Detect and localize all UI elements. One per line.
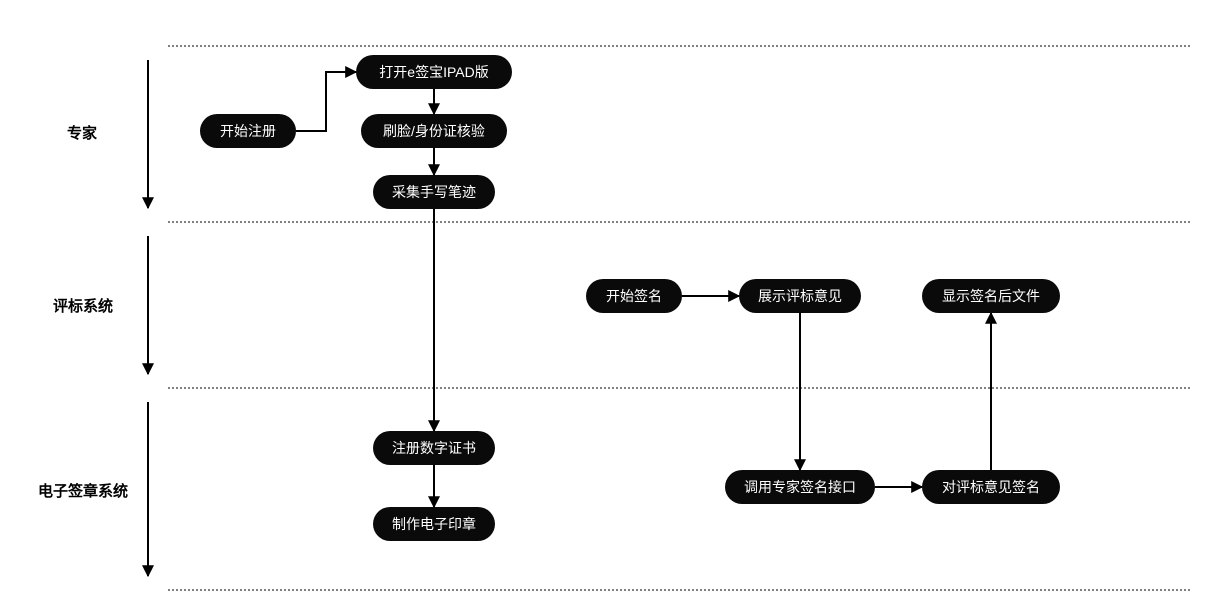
node-label: 调用专家签名接口: [744, 477, 856, 497]
lane-label-text: 电子签章系统: [38, 483, 128, 500]
node-n-reg-cert: 注册数字证书: [373, 431, 495, 465]
node-label: 显示签名后文件: [942, 286, 1040, 306]
node-n-start-reg: 开始注册: [200, 114, 296, 148]
lane-label-text: 专家: [67, 125, 97, 142]
node-n-call-api: 调用专家签名接口: [725, 470, 875, 504]
node-n-make-seal: 制作电子印章: [373, 507, 495, 541]
lane-label-text: 评标系统: [53, 298, 113, 315]
edge-e-startreg-ipad: [296, 72, 356, 131]
flowchart-stage: 开始注册 打开e签宝IPAD版刷脸/身份证核验采集手写笔迹注册数字证书制作电子印章…: [0, 0, 1222, 616]
node-label: 开始注册: [220, 121, 276, 141]
node-n-show-file: 显示签名后文件: [922, 279, 1060, 313]
node-n-open-ipad: 打开e签宝IPAD版: [356, 55, 512, 89]
node-n-start-sign: 开始签名: [586, 279, 682, 313]
node-label: 对评标意见签名: [942, 477, 1040, 497]
node-label: 制作电子印章: [392, 514, 476, 534]
node-label: 展示评标意见: [758, 286, 842, 306]
node-label: 打开e签宝IPAD版: [379, 62, 488, 82]
node-n-face-id: 刷脸/身份证核验: [361, 114, 507, 148]
node-label: 开始签名: [606, 286, 662, 306]
lane-label-lane-esign: 电子签章系统: [38, 480, 128, 501]
node-n-sign-op: 对评标意见签名: [922, 470, 1060, 504]
node-label: 刷脸/身份证核验: [383, 121, 485, 141]
node-n-collect: 采集手写笔迹: [373, 175, 495, 209]
node-n-show-op: 展示评标意见: [739, 279, 861, 313]
node-label: 采集手写笔迹: [392, 182, 476, 202]
lane-label-lane-expert: 专家: [67, 122, 97, 143]
node-label: 注册数字证书: [392, 438, 476, 458]
lane-label-lane-bidding: 评标系统: [53, 295, 113, 316]
